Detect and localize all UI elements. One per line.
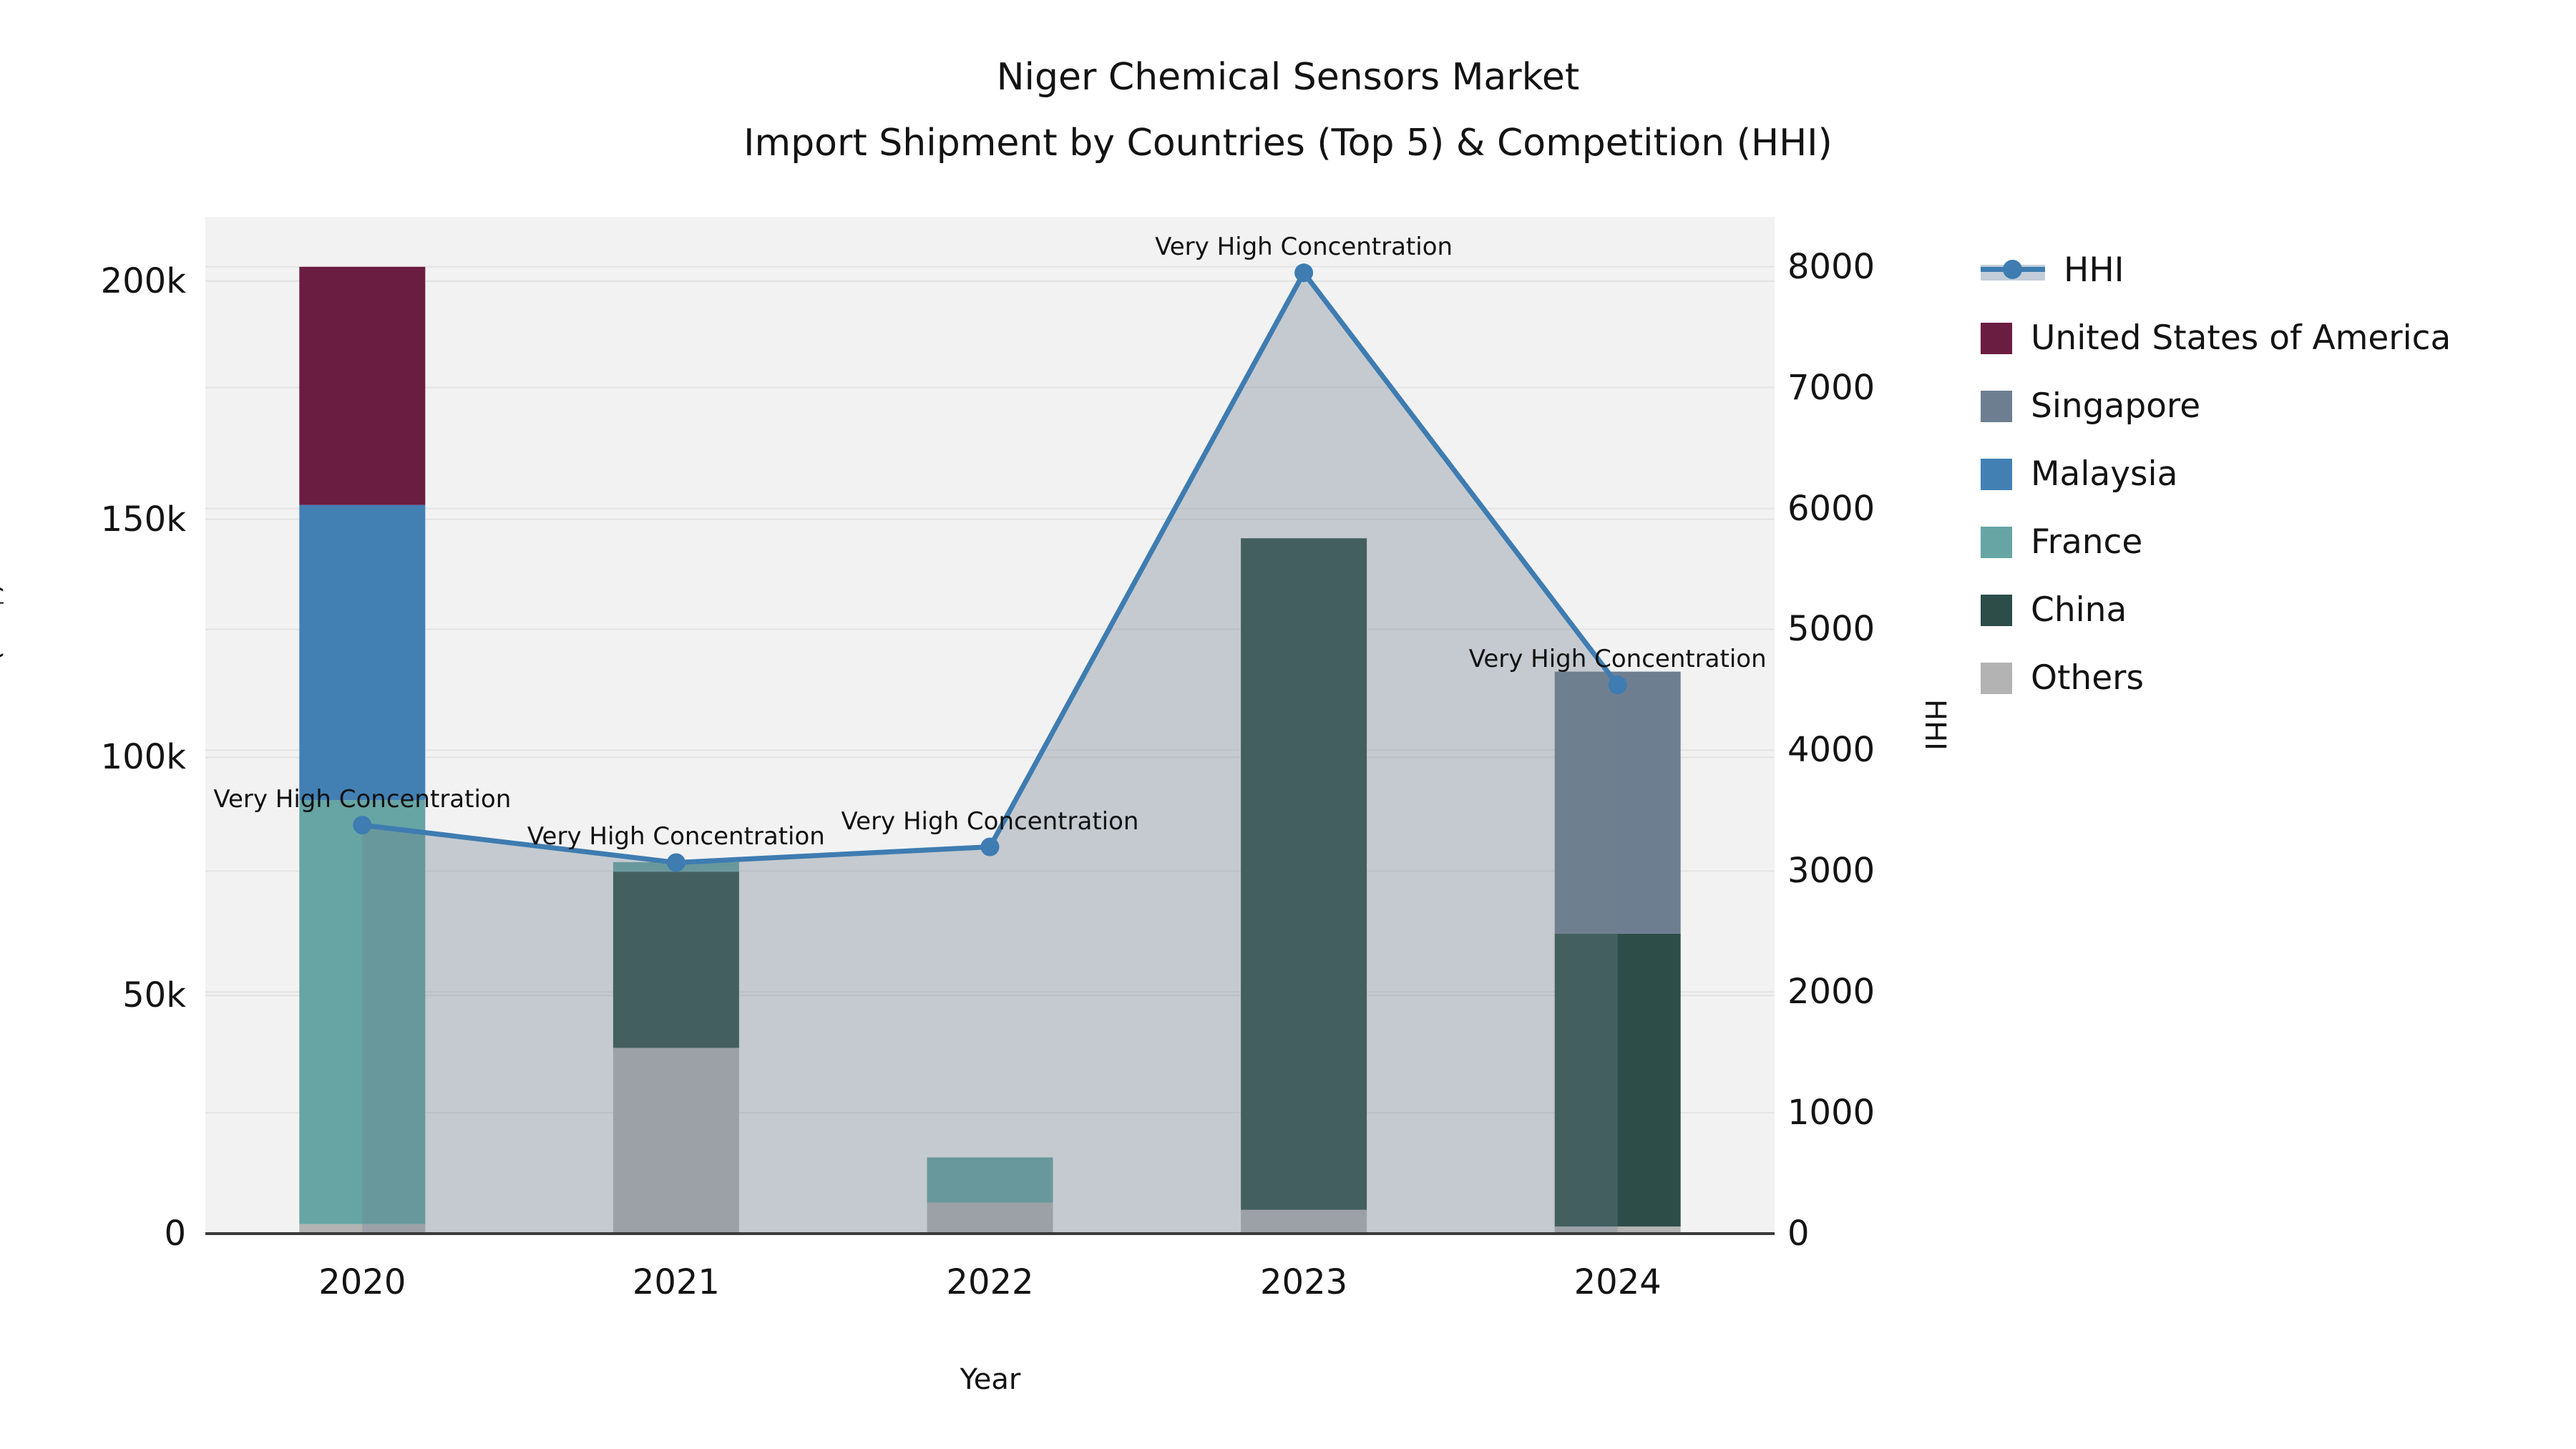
hhi-marker-2024 <box>1608 675 1627 695</box>
annotation-2022: Very High Concentration <box>841 806 1139 836</box>
bar-segment-2020-malaysia <box>299 504 426 801</box>
y-right-tick-3000: 3000 <box>1787 851 1875 892</box>
legend-label: Malaysia <box>2031 454 2178 494</box>
bar-segment-2024-singapore <box>1554 671 1681 934</box>
legend-color-swatch <box>1981 526 2012 558</box>
hhi-area <box>362 273 1618 1234</box>
y-right-tick-5000: 5000 <box>1787 609 1875 650</box>
bar-segment-2022-france <box>927 1157 1053 1203</box>
hhi-marker-2020 <box>353 816 372 835</box>
annotation-2021: Very High Concentration <box>527 822 825 852</box>
y-right-axis-title: HHI <box>1918 699 1951 751</box>
legend-color-swatch <box>1981 662 2012 694</box>
bar-segment-2023-others <box>1241 1209 1367 1234</box>
x-tick-2022: 2022 <box>946 1262 1034 1302</box>
bar-segment-2021-others <box>613 1048 739 1234</box>
legend-item-china: China <box>1981 576 2451 644</box>
legend-item-united-states-of-america: United States of America <box>1981 304 2451 372</box>
y-left-tick-0: 0 <box>164 1214 186 1254</box>
chart-title: Niger Chemical Sensors Market Import Shi… <box>0 44 2576 176</box>
legend-color-swatch <box>1981 390 2012 422</box>
bar-segment-2020-others <box>299 1224 426 1234</box>
y-right-tick-6000: 6000 <box>1787 488 1875 529</box>
plot-area <box>205 217 1775 1234</box>
legend-item-singapore: Singapore <box>1981 372 2451 440</box>
bar-segment-2023-china <box>1241 538 1367 1210</box>
chart-title-line1: Niger Chemical Sensors Market <box>996 56 1580 99</box>
bar-segment-2020-france <box>299 800 426 1224</box>
bar-segment-2022-others <box>927 1202 1053 1234</box>
y-left-tick-150k: 150k <box>100 499 186 540</box>
annotation-2024: Very High Concentration <box>1468 645 1767 674</box>
legend-color-swatch <box>1981 322 2012 354</box>
legend-label: Others <box>2031 658 2144 698</box>
y-left-tick-100k: 100k <box>100 737 186 778</box>
legend-color-swatch <box>1981 594 2012 626</box>
bar-segment-2021-china <box>613 872 739 1048</box>
annotation-2023: Very High Concentration <box>1155 233 1453 262</box>
legend-label: Singapore <box>2031 386 2201 426</box>
y-right-tick-8000: 8000 <box>1787 246 1875 287</box>
legend-item-malaysia: Malaysia <box>1981 440 2451 508</box>
y-right-tick-4000: 4000 <box>1787 730 1875 771</box>
x-tick-2023: 2023 <box>1260 1262 1348 1302</box>
legend-hhi-line-swatch <box>1981 255 2045 286</box>
y-right-tick-0: 0 <box>1787 1214 1810 1254</box>
legend-label: United States of America <box>2031 318 2451 358</box>
bar-segment-2024-china <box>1554 933 1681 1227</box>
legend-item-france: France <box>1981 508 2451 576</box>
annotation-2020: Very High Concentration <box>213 785 512 814</box>
legend-item-hhi: HHI <box>1981 236 2451 304</box>
x-tick-2024: 2024 <box>1574 1262 1662 1302</box>
y-right-tick-7000: 7000 <box>1787 367 1875 408</box>
y-right-tick-1000: 1000 <box>1787 1093 1875 1133</box>
y-left-axis-title: TRADE VALUE (US$) <box>0 582 6 867</box>
legend-item-others: Others <box>1981 644 2451 712</box>
hhi-marker-2021 <box>666 853 686 872</box>
legend: HHI United States of America Singapore Mala… <box>1981 236 2451 712</box>
legend-label: HHI <box>2064 250 2124 290</box>
y-left-tick-200k: 200k <box>100 260 186 301</box>
y-right-tick-2000: 2000 <box>1787 972 1875 1013</box>
x-axis-title: Year <box>960 1363 1021 1396</box>
hhi-marker-2022 <box>980 837 1000 857</box>
x-tick-2021: 2021 <box>632 1262 720 1302</box>
legend-color-swatch <box>1981 458 2012 490</box>
legend-label: China <box>2031 590 2127 630</box>
hhi-marker-2023 <box>1294 263 1314 283</box>
x-tick-2020: 2020 <box>318 1262 406 1302</box>
legend-label: France <box>2031 522 2143 562</box>
chart-title-line2: Import Shipment by Countries (Top 5) & C… <box>743 122 1833 165</box>
y-left-tick-50k: 50k <box>122 975 186 1016</box>
bar-segment-2020-united-states-of-america <box>299 266 426 505</box>
bar-segment-2024-others <box>1554 1226 1681 1234</box>
